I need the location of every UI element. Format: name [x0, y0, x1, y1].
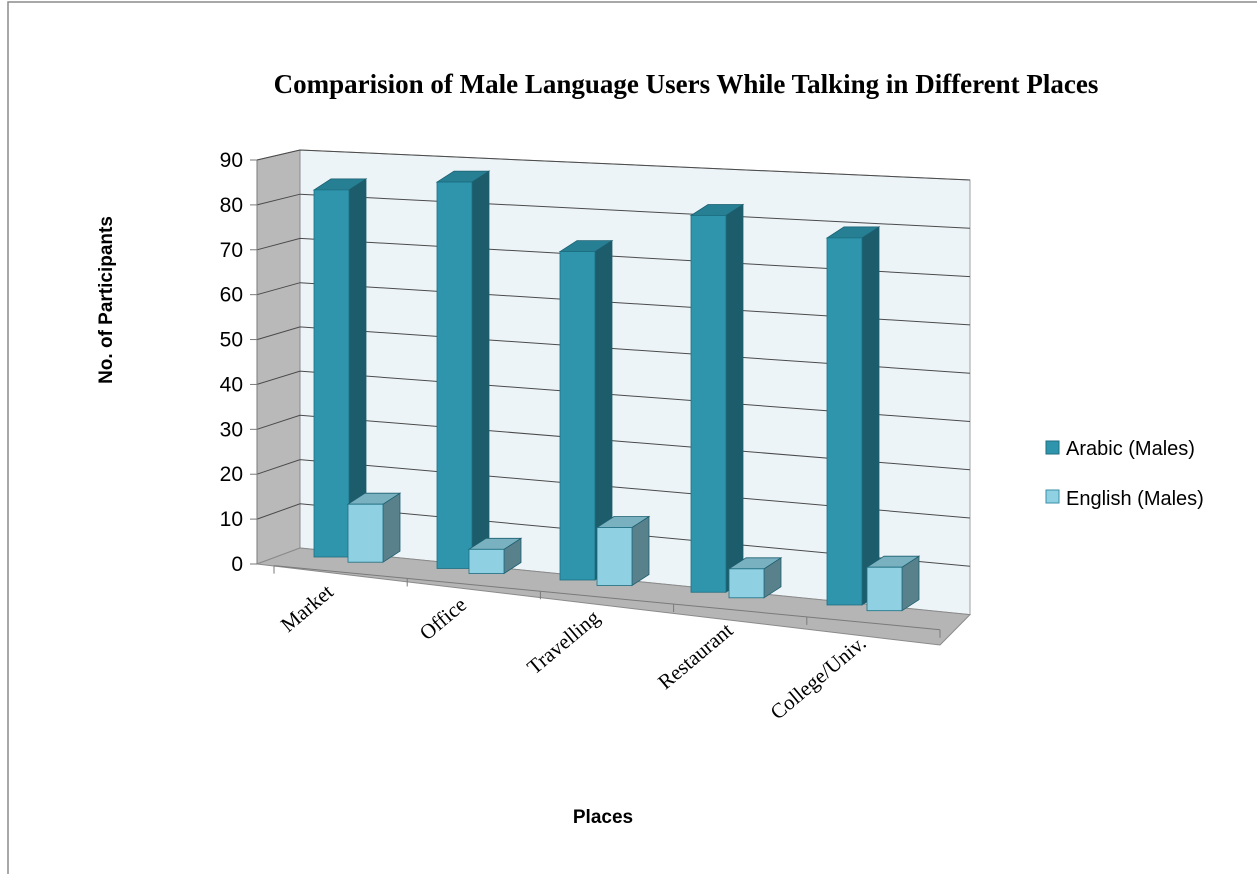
- legend-label-arabic: Arabic (Males): [1066, 438, 1195, 460]
- gridline: [256, 149, 971, 181]
- bar-front: [313, 189, 350, 558]
- bar-front: [866, 566, 903, 612]
- bars: [312, 170, 921, 612]
- y-tick-label: 70: [220, 239, 243, 262]
- x-axis-title: Places: [573, 807, 633, 828]
- gridline: [256, 370, 971, 422]
- bar-front: [559, 251, 596, 581]
- legend-swatch-english: [1045, 489, 1060, 504]
- gridline: [256, 193, 971, 229]
- gridline: [256, 326, 971, 374]
- bar-front: [728, 568, 765, 599]
- gridline: [256, 503, 971, 567]
- bar-arabic-travelling: [558, 239, 614, 581]
- bar-front: [468, 548, 505, 574]
- legend-label-english: English (Males): [1066, 488, 1204, 510]
- y-tick-label: 20: [220, 463, 243, 486]
- y-axis-title: No. of Participants: [96, 216, 117, 384]
- bar-english-office: [467, 537, 523, 575]
- bar-side: [861, 226, 880, 606]
- side-wall: [256, 149, 301, 565]
- bar-front: [436, 181, 473, 569]
- legend-swatch-arabic: [1045, 440, 1060, 455]
- x-axis-line: [273, 565, 941, 631]
- floor: [256, 547, 972, 646]
- legend: Arabic (Males) English (Males): [1045, 438, 1204, 510]
- gridline: [256, 282, 971, 326]
- y-tick-label: 0: [231, 553, 243, 576]
- bar-side: [725, 203, 744, 593]
- y-tick-label: 90: [220, 149, 243, 172]
- bar-side: [631, 515, 650, 587]
- gridline: [256, 414, 971, 471]
- bar-english-restaurant: [727, 557, 783, 599]
- y-tick-label: 80: [220, 194, 243, 217]
- bar-arabic-restaurant: [689, 203, 745, 593]
- y-tick-label: 30: [220, 418, 243, 441]
- bar-arabic-college-univ-: [825, 226, 881, 606]
- bar-arabic-office: [435, 170, 491, 570]
- bar-front: [596, 527, 633, 586]
- chart-title: Comparision of Male Language Users While…: [274, 69, 1099, 99]
- bar-english-travelling: [595, 515, 651, 587]
- gridline: [256, 237, 971, 278]
- bar-english-market: [346, 492, 402, 563]
- gridlines: [256, 149, 971, 567]
- y-tick-label: 60: [220, 284, 243, 307]
- y-tick-label: 40: [220, 373, 243, 396]
- bar-arabic-market: [312, 178, 368, 558]
- y-tick-label: 50: [220, 329, 243, 352]
- bar-front: [826, 237, 863, 606]
- y-tick-label: 10: [220, 508, 243, 531]
- y-axis-ticks: 0 10 20 30 40 50 60 70 80 90: [220, 149, 258, 576]
- bar-english-college-univ-: [865, 555, 921, 612]
- bar-side: [471, 170, 490, 570]
- gridline: [256, 459, 971, 519]
- bar-side: [382, 492, 401, 563]
- bar-front: [690, 215, 727, 593]
- bar-front: [347, 503, 384, 563]
